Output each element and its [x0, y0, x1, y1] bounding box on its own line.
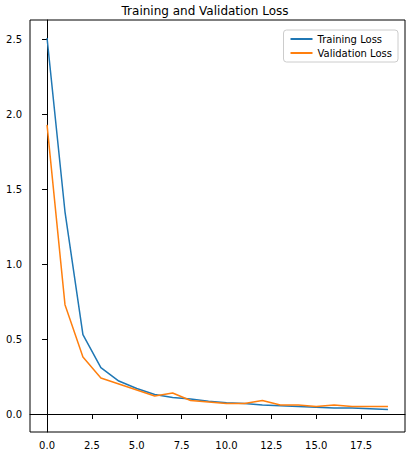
svg-text:17.5: 17.5: [350, 440, 372, 451]
svg-text:2.5: 2.5: [84, 440, 100, 451]
svg-text:0.0: 0.0: [39, 440, 55, 451]
svg-text:15.0: 15.0: [305, 440, 327, 451]
svg-text:0.0: 0.0: [6, 409, 22, 420]
svg-text:5.0: 5.0: [129, 440, 145, 451]
svg-text:Validation Loss: Validation Loss: [318, 48, 393, 59]
svg-text:1.0: 1.0: [6, 259, 22, 270]
svg-text:7.5: 7.5: [174, 440, 190, 451]
svg-text:10.0: 10.0: [215, 440, 237, 451]
svg-text:2.0: 2.0: [6, 109, 22, 120]
svg-text:Training Loss: Training Loss: [317, 34, 383, 45]
svg-text:2.5: 2.5: [6, 34, 22, 45]
svg-text:0.5: 0.5: [6, 334, 22, 345]
svg-text:1.5: 1.5: [6, 184, 22, 195]
svg-text:12.5: 12.5: [260, 440, 282, 451]
svg-text:Training and Validation Loss: Training and Validation Loss: [121, 4, 289, 18]
